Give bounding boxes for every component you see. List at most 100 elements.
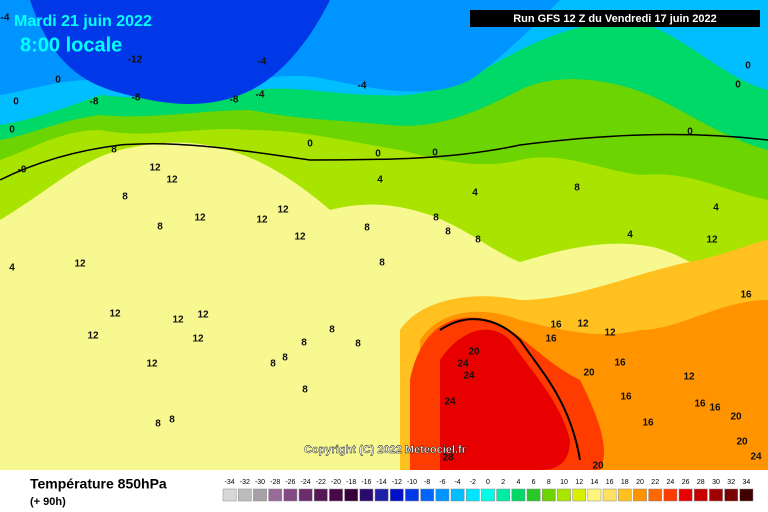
legend-swatch xyxy=(511,488,526,502)
legend-label: -8 xyxy=(424,479,430,486)
contour-label: 12 xyxy=(197,310,209,321)
contour-label: 16 xyxy=(550,320,562,331)
contour-label: 12 xyxy=(87,331,99,342)
legend-label: 32 xyxy=(727,479,735,486)
legend-label: 2 xyxy=(501,479,505,486)
contour-label: 8 xyxy=(111,145,117,156)
contour-label: 0 xyxy=(735,80,741,91)
legend-label: 34 xyxy=(743,479,751,486)
legend-label: -32 xyxy=(240,479,250,486)
contour-label: 12 xyxy=(706,235,718,246)
legend-swatch xyxy=(709,488,723,502)
legend-label: -6 xyxy=(439,479,445,486)
date: Mardi 21 juin 2022 xyxy=(14,13,152,30)
legend-swatch xyxy=(268,488,283,502)
contour-label: 12 xyxy=(604,328,616,339)
contour-label: 4 xyxy=(713,203,719,214)
legend-label: -16 xyxy=(361,479,371,486)
legend-label: -18 xyxy=(346,479,356,486)
legend-swatch xyxy=(541,488,556,502)
legend-swatch xyxy=(283,488,298,502)
contour-label: -4 xyxy=(1,13,10,24)
contour-label: 20 xyxy=(583,368,595,379)
contour-label: 8 xyxy=(475,235,481,246)
contour-label: 4 xyxy=(9,263,15,274)
legend-label: 0 xyxy=(486,479,490,486)
contour-label: 16 xyxy=(614,358,626,369)
legend-label: 4 xyxy=(516,479,520,486)
legend-swatch xyxy=(237,488,252,502)
contour-label: 24 xyxy=(444,397,456,408)
legend-swatch xyxy=(389,488,404,502)
run-info: Run GFS 12 Z du Vendredi 17 juin 2022 xyxy=(513,13,717,25)
legend-swatch xyxy=(405,488,419,502)
legend-swatch xyxy=(633,488,647,502)
contour-line xyxy=(0,133,768,181)
legend-swatch xyxy=(344,488,359,502)
legend-swatch xyxy=(693,488,708,502)
contour-label: 16 xyxy=(620,392,632,403)
copyright: Copyright (C) 2022 Meteociel.fr xyxy=(304,444,467,456)
contour-label: 12 xyxy=(683,372,695,383)
legend-label: -2 xyxy=(470,479,476,486)
legend-label: 30 xyxy=(712,479,720,486)
zone-minus-10 xyxy=(30,0,330,105)
legend-label: -20 xyxy=(331,479,341,486)
legend-label: -28 xyxy=(270,479,280,486)
legend-swatch xyxy=(526,488,541,502)
contour-label: 16 xyxy=(694,399,706,410)
contour-label: 28 xyxy=(442,453,454,464)
legend-label: -10 xyxy=(407,479,417,486)
contour-label: 4 xyxy=(472,188,478,199)
legend-swatch xyxy=(663,488,678,502)
legend-label: 22 xyxy=(651,479,659,486)
contour-label: 8 xyxy=(364,223,370,234)
time: 8:00 locale xyxy=(20,34,122,56)
legend-label: 26 xyxy=(682,479,690,486)
legend-swatch xyxy=(465,488,480,502)
contour-label: 16 xyxy=(709,403,721,414)
contour-label: -4 xyxy=(358,81,367,92)
contour-label: -4 xyxy=(258,57,267,68)
contour-label: 24 xyxy=(750,452,762,463)
contour-label: 8 xyxy=(157,222,163,233)
contour-label: 8 xyxy=(155,419,161,430)
contour-label: 0 xyxy=(13,97,19,108)
contour-label: -8 xyxy=(132,93,141,104)
contour-label: 0 xyxy=(687,127,693,138)
legend-label: -24 xyxy=(301,479,311,486)
contour-label: 16 xyxy=(545,334,557,345)
zone-26 xyxy=(440,329,570,470)
contour-label: 8 xyxy=(302,385,308,396)
legend-label: 12 xyxy=(575,479,583,486)
run-banner xyxy=(470,10,760,27)
legend-swatch xyxy=(496,488,511,502)
contour-label: 12 xyxy=(277,205,289,216)
legend-swatch xyxy=(587,488,602,502)
legend-label: 20 xyxy=(636,479,644,486)
contour-label: 12 xyxy=(149,163,161,174)
contour-label: 12 xyxy=(194,213,206,224)
legend-label: 18 xyxy=(621,479,629,486)
legend-swatch xyxy=(450,488,465,502)
contour-label: 24 xyxy=(457,359,469,370)
contour-label: 4 xyxy=(377,175,383,186)
contour-label: 4 xyxy=(627,230,633,241)
legend-swatch xyxy=(435,488,450,502)
contour-label: 0 xyxy=(307,139,313,150)
legend-swatch xyxy=(298,488,313,502)
contour-label: 20 xyxy=(736,437,748,448)
legend-label: 14 xyxy=(591,479,599,486)
contour-label: -0 xyxy=(18,165,27,176)
contour-label: 12 xyxy=(166,175,178,186)
legend-swatch xyxy=(557,488,571,502)
legend-label: -34 xyxy=(225,479,235,486)
contour-label: 8 xyxy=(379,258,385,269)
legend-swatch xyxy=(648,488,663,502)
legend-label: -26 xyxy=(285,479,295,486)
contour-label: -8 xyxy=(230,95,239,106)
footer-lead: (+ 90h) xyxy=(30,496,66,508)
legend-swatch xyxy=(572,488,587,502)
legend-swatch xyxy=(678,488,693,502)
